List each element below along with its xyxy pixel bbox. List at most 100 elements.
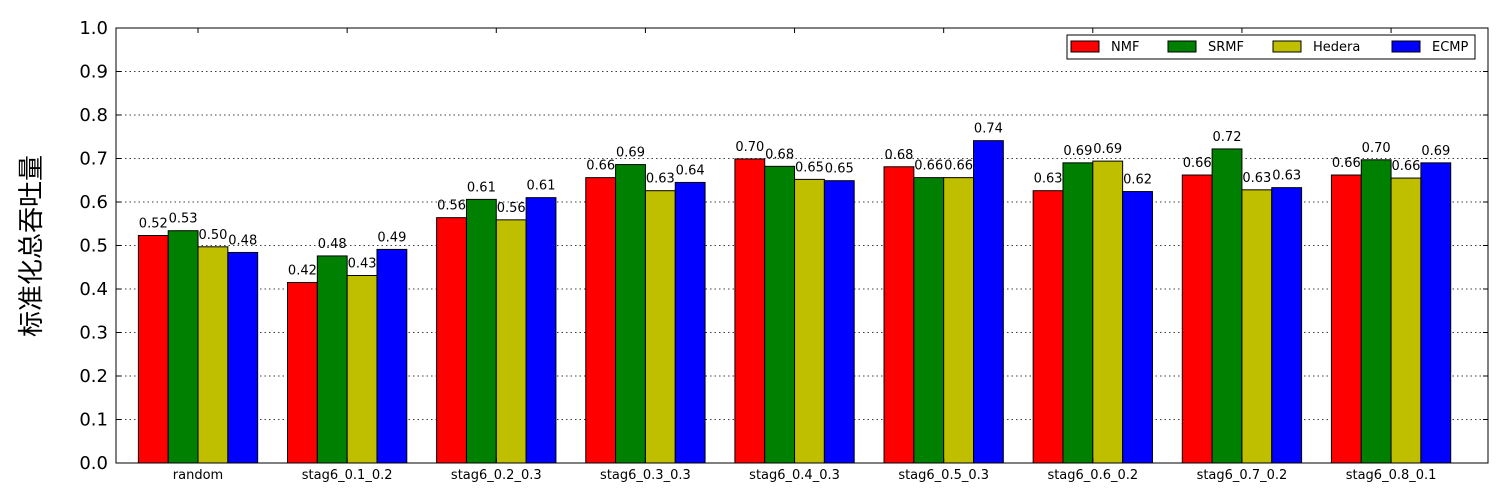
bar-nmf-4 (734, 158, 766, 464)
y-tick-label: 0.5 (79, 236, 108, 257)
x-tick-label: stag6_0.4_0.3 (749, 468, 840, 483)
bar-hedera-7 (1241, 189, 1273, 464)
data-label: 0.62 (1123, 173, 1152, 188)
data-label: 0.66 (944, 159, 973, 174)
data-label: 0.68 (884, 148, 913, 163)
data-label: 0.69 (616, 146, 645, 161)
y-tick-label: 0.3 (79, 323, 108, 344)
data-label: 0.66 (586, 159, 615, 174)
x-tick-label: stag6_0.6_0.2 (1047, 468, 1138, 483)
data-label: 0.65 (795, 160, 824, 175)
y-tick-label: 0.7 (79, 149, 108, 170)
bar-nmf-1 (287, 281, 318, 464)
data-label: 0.72 (1213, 130, 1242, 145)
y-tick-label: 0.9 (79, 62, 108, 83)
data-label: 0.69 (1421, 144, 1450, 159)
data-label: 0.66 (1183, 156, 1212, 171)
data-label: 0.66 (1332, 156, 1361, 171)
data-label: 0.66 (1392, 159, 1421, 174)
data-label: 0.56 (497, 201, 526, 216)
y-tick-label: 0.4 (79, 279, 108, 300)
bar-ecmp-2 (525, 197, 557, 464)
bar-hedera-3 (644, 190, 676, 464)
legend-swatch-nmf (1070, 40, 1100, 53)
bar-nmf-2 (436, 217, 467, 464)
data-label: 0.63 (1034, 172, 1063, 187)
y-tick-label: 0.0 (79, 453, 108, 474)
data-label: 0.70 (1362, 141, 1391, 156)
bar-nmf-8 (1330, 174, 1362, 464)
bar-ecmp-0 (227, 251, 259, 464)
value-labels: 0.52 0.530.50 0.480.420.480.430.490.560.61… (139, 122, 1450, 279)
bar-hedera-8 (1390, 177, 1422, 464)
bar-srmf-3 (615, 164, 646, 464)
data-label: 0.69 (1093, 142, 1122, 157)
y-tick-label: 0.1 (79, 410, 108, 431)
x-tick-label: stag6_0.3_0.3 (600, 468, 691, 483)
bar-srmf-7 (1211, 148, 1243, 464)
legend-swatch-hedera (1272, 40, 1302, 53)
bar-nmf-5 (883, 166, 915, 464)
bar-ecmp-3 (674, 181, 706, 464)
data-label: 0.42 (288, 263, 317, 278)
data-label: 0.64 (676, 163, 705, 178)
data-label: 0.49 (377, 230, 406, 245)
bar-nmf-6 (1032, 190, 1064, 464)
x-tick-label: stag6_0.1_0.2 (302, 468, 393, 483)
y-axis-ticks: 0.0 0.1 0.2 0.3 0.4 0.5 0.6 0.7 0.8 0.9 1.0 (79, 18, 1488, 474)
data-label: 0.68 (765, 147, 794, 162)
x-axis-ticks: random stag6_0.1_0.2 stag6_0.2_0.3 stag6_0.… (173, 28, 1437, 483)
bar-srmf-1 (316, 255, 348, 464)
x-tick-label: random (173, 468, 223, 483)
legend-label-nmf: NMF (1111, 40, 1139, 55)
data-label: 0.70 (735, 140, 764, 155)
data-label: 0.66 (914, 159, 943, 174)
legend-label-hedera: Hedera (1313, 40, 1360, 55)
bar-hedera-1 (346, 275, 378, 464)
bar-srmf-0 (167, 230, 199, 464)
bar-srmf-5 (913, 177, 945, 464)
bar-nmf-0 (137, 234, 169, 464)
data-label: 0.63 (1272, 169, 1301, 184)
data-label: 0.52 (139, 216, 168, 231)
bar-hedera-0 (197, 246, 229, 464)
bar-ecmp-4 (823, 180, 855, 464)
legend-swatch-ecmp (1391, 40, 1421, 53)
bar-srmf-8 (1360, 159, 1392, 464)
bar-hedera-2 (495, 219, 527, 464)
x-tick-label: stag6_0.8_0.1 (1346, 468, 1437, 483)
data-label: 0.65 (825, 162, 854, 177)
legend-label-srmf: SRMF (1208, 40, 1244, 55)
data-label: 0.61 (467, 180, 496, 195)
data-label: 0.50 (198, 228, 227, 243)
data-label: 0.61 (527, 179, 556, 194)
bar-hedera-5 (943, 177, 974, 464)
bar-nmf-3 (585, 177, 617, 464)
bar-ecmp-1 (376, 248, 408, 464)
y-tick-label: 1.0 (79, 18, 108, 39)
legend-swatch-srmf (1167, 40, 1197, 53)
data-label: 0.74 (974, 122, 1003, 137)
bar-nmf-7 (1181, 174, 1213, 464)
y-tick-label: 0.2 (79, 366, 108, 387)
bar-ecmp-7 (1271, 187, 1303, 464)
data-label: 0.56 (437, 199, 466, 214)
y-axis-label: 标准化总吞吐量 (17, 155, 47, 337)
x-tick-label: stag6_0.7_0.2 (1197, 468, 1288, 483)
bar-hedera-4 (794, 178, 825, 464)
data-label: 0.53 (169, 212, 198, 227)
bar-srmf-6 (1062, 162, 1094, 464)
y-tick-label: 0.8 (79, 105, 108, 126)
bars (137, 140, 1452, 464)
data-label: 0.48 (228, 233, 257, 248)
y-tick-label: 0.6 (79, 192, 108, 213)
bar-ecmp-8 (1420, 162, 1452, 464)
legend: NMF SRMF Hedera ECMP (1066, 34, 1476, 60)
bar-srmf-2 (465, 198, 497, 464)
bar-ecmp-6 (1122, 191, 1153, 464)
data-label: 0.63 (1242, 171, 1271, 186)
data-label: 0.69 (1063, 144, 1092, 159)
bar-hedera-6 (1092, 160, 1124, 464)
data-label: 0.48 (318, 237, 347, 252)
